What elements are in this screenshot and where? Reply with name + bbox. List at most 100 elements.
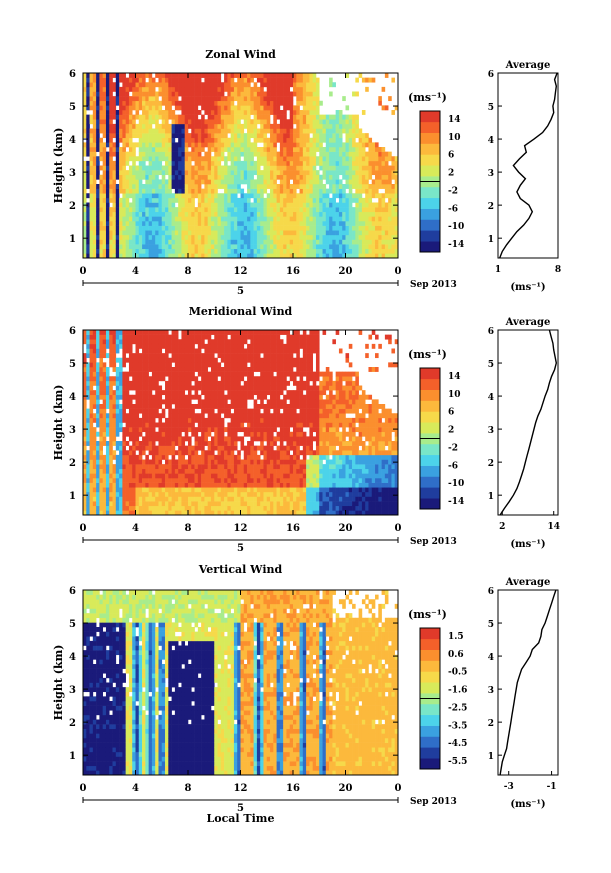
heatmap-cell [293, 142, 297, 148]
heatmap-cell [165, 431, 169, 437]
heatmap-cell [293, 110, 297, 115]
heatmap-cell [171, 147, 176, 152]
heatmap-cell [89, 193, 94, 199]
heatmap-cell [204, 253, 208, 259]
y-tick-label: 3 [69, 168, 76, 179]
heatmap-cell [99, 211, 103, 217]
heatmap-cell [148, 464, 153, 470]
heatmap-cell [99, 390, 103, 396]
heatmap-cell [165, 114, 169, 120]
heatmap-cell [102, 193, 107, 199]
heatmap-cell [105, 343, 110, 349]
heatmap-cell [171, 202, 176, 208]
heatmap-cell [89, 156, 94, 162]
heatmap-cell [158, 105, 163, 111]
heatmap-cell [151, 133, 156, 139]
heatmap-cell [145, 357, 149, 363]
heatmap-cell [250, 151, 254, 157]
heatmap-cell [286, 165, 291, 171]
heatmap-cell [138, 450, 143, 456]
heatmap-cell [184, 417, 189, 423]
heatmap-cell [296, 119, 300, 125]
heatmap-cell [247, 105, 251, 111]
heatmap-cell [132, 362, 136, 368]
heatmap-cell [122, 431, 126, 437]
heatmap-cell [86, 184, 90, 189]
heatmap-cell [207, 142, 212, 148]
heatmap-cell [227, 86, 231, 92]
heatmap-cell [89, 468, 94, 474]
heatmap-cell [194, 473, 199, 479]
heatmap-cell [201, 193, 205, 199]
heatmap-cell [224, 142, 228, 148]
heatmap-cell [119, 394, 123, 400]
colorbar-swatch [420, 143, 440, 155]
heatmap-cell [309, 230, 313, 236]
heatmap-cell [250, 105, 254, 111]
heatmap-cell [345, 179, 350, 185]
heatmap-cell [181, 100, 186, 106]
heatmap-cell [165, 501, 169, 507]
heatmap-cell [178, 184, 182, 189]
heatmap-cell [197, 82, 202, 88]
heatmap-cell [161, 413, 166, 419]
heatmap-cell [384, 253, 389, 259]
heatmap-cell [142, 362, 146, 368]
heatmap-cell [155, 170, 159, 176]
heatmap-cell [168, 339, 172, 345]
heatmap-cell [220, 221, 225, 226]
heatmap-cell [240, 234, 245, 240]
heatmap-cell [158, 501, 163, 507]
heatmap-cell [132, 156, 136, 162]
heatmap-cell [142, 422, 146, 428]
heatmap-cell [83, 491, 87, 497]
heatmap-cell [263, 151, 268, 157]
heatmap-cell [151, 244, 156, 250]
heatmap-cell [148, 417, 153, 423]
heatmap-cell [381, 156, 386, 162]
heatmap-cell [237, 253, 241, 259]
heatmap-cell [279, 165, 284, 171]
heatmap-cell [105, 496, 110, 502]
heatmap-cell [171, 253, 176, 259]
heatmap-cell [342, 188, 346, 194]
heatmap-cell [115, 216, 120, 222]
heatmap-cell [335, 202, 340, 208]
heatmap-cell [378, 230, 382, 236]
heatmap-cell [151, 487, 156, 493]
heatmap-cell [243, 110, 248, 115]
heatmap-cell [194, 464, 199, 470]
heatmap-cell [135, 142, 140, 148]
heatmap-cell [165, 357, 169, 363]
heatmap-cell [138, 170, 143, 176]
heatmap-cell [119, 239, 123, 245]
heatmap-cell [174, 413, 179, 419]
heatmap-cell [194, 427, 199, 433]
heatmap-cell [191, 248, 195, 254]
heatmap-cell [289, 119, 294, 125]
heatmap-cell [207, 239, 212, 245]
heatmap-cell [171, 501, 176, 507]
heatmap-cell [207, 188, 212, 194]
heatmap-cell [381, 160, 386, 166]
heatmap-cell [181, 436, 186, 442]
heatmap-cell [207, 207, 212, 213]
heatmap-cell [148, 82, 153, 88]
date-label: Sep 2013 [410, 280, 457, 290]
heatmap-cell [240, 165, 245, 171]
heatmap-cell [201, 234, 205, 240]
heatmap-cell [204, 468, 208, 474]
heatmap-cell [279, 239, 284, 245]
heatmap-cell [302, 193, 307, 199]
heatmap-cell [122, 413, 126, 419]
heatmap-cell [142, 119, 146, 125]
heatmap-cell [83, 151, 87, 157]
heatmap-cell [207, 174, 212, 180]
heatmap-cell [250, 100, 254, 106]
heatmap-cell [102, 86, 107, 92]
heatmap-cell [230, 119, 235, 125]
heatmap-cell [365, 165, 369, 171]
heatmap-cell [394, 248, 399, 254]
heatmap-cell [125, 156, 130, 162]
heatmap-cell [260, 184, 264, 189]
